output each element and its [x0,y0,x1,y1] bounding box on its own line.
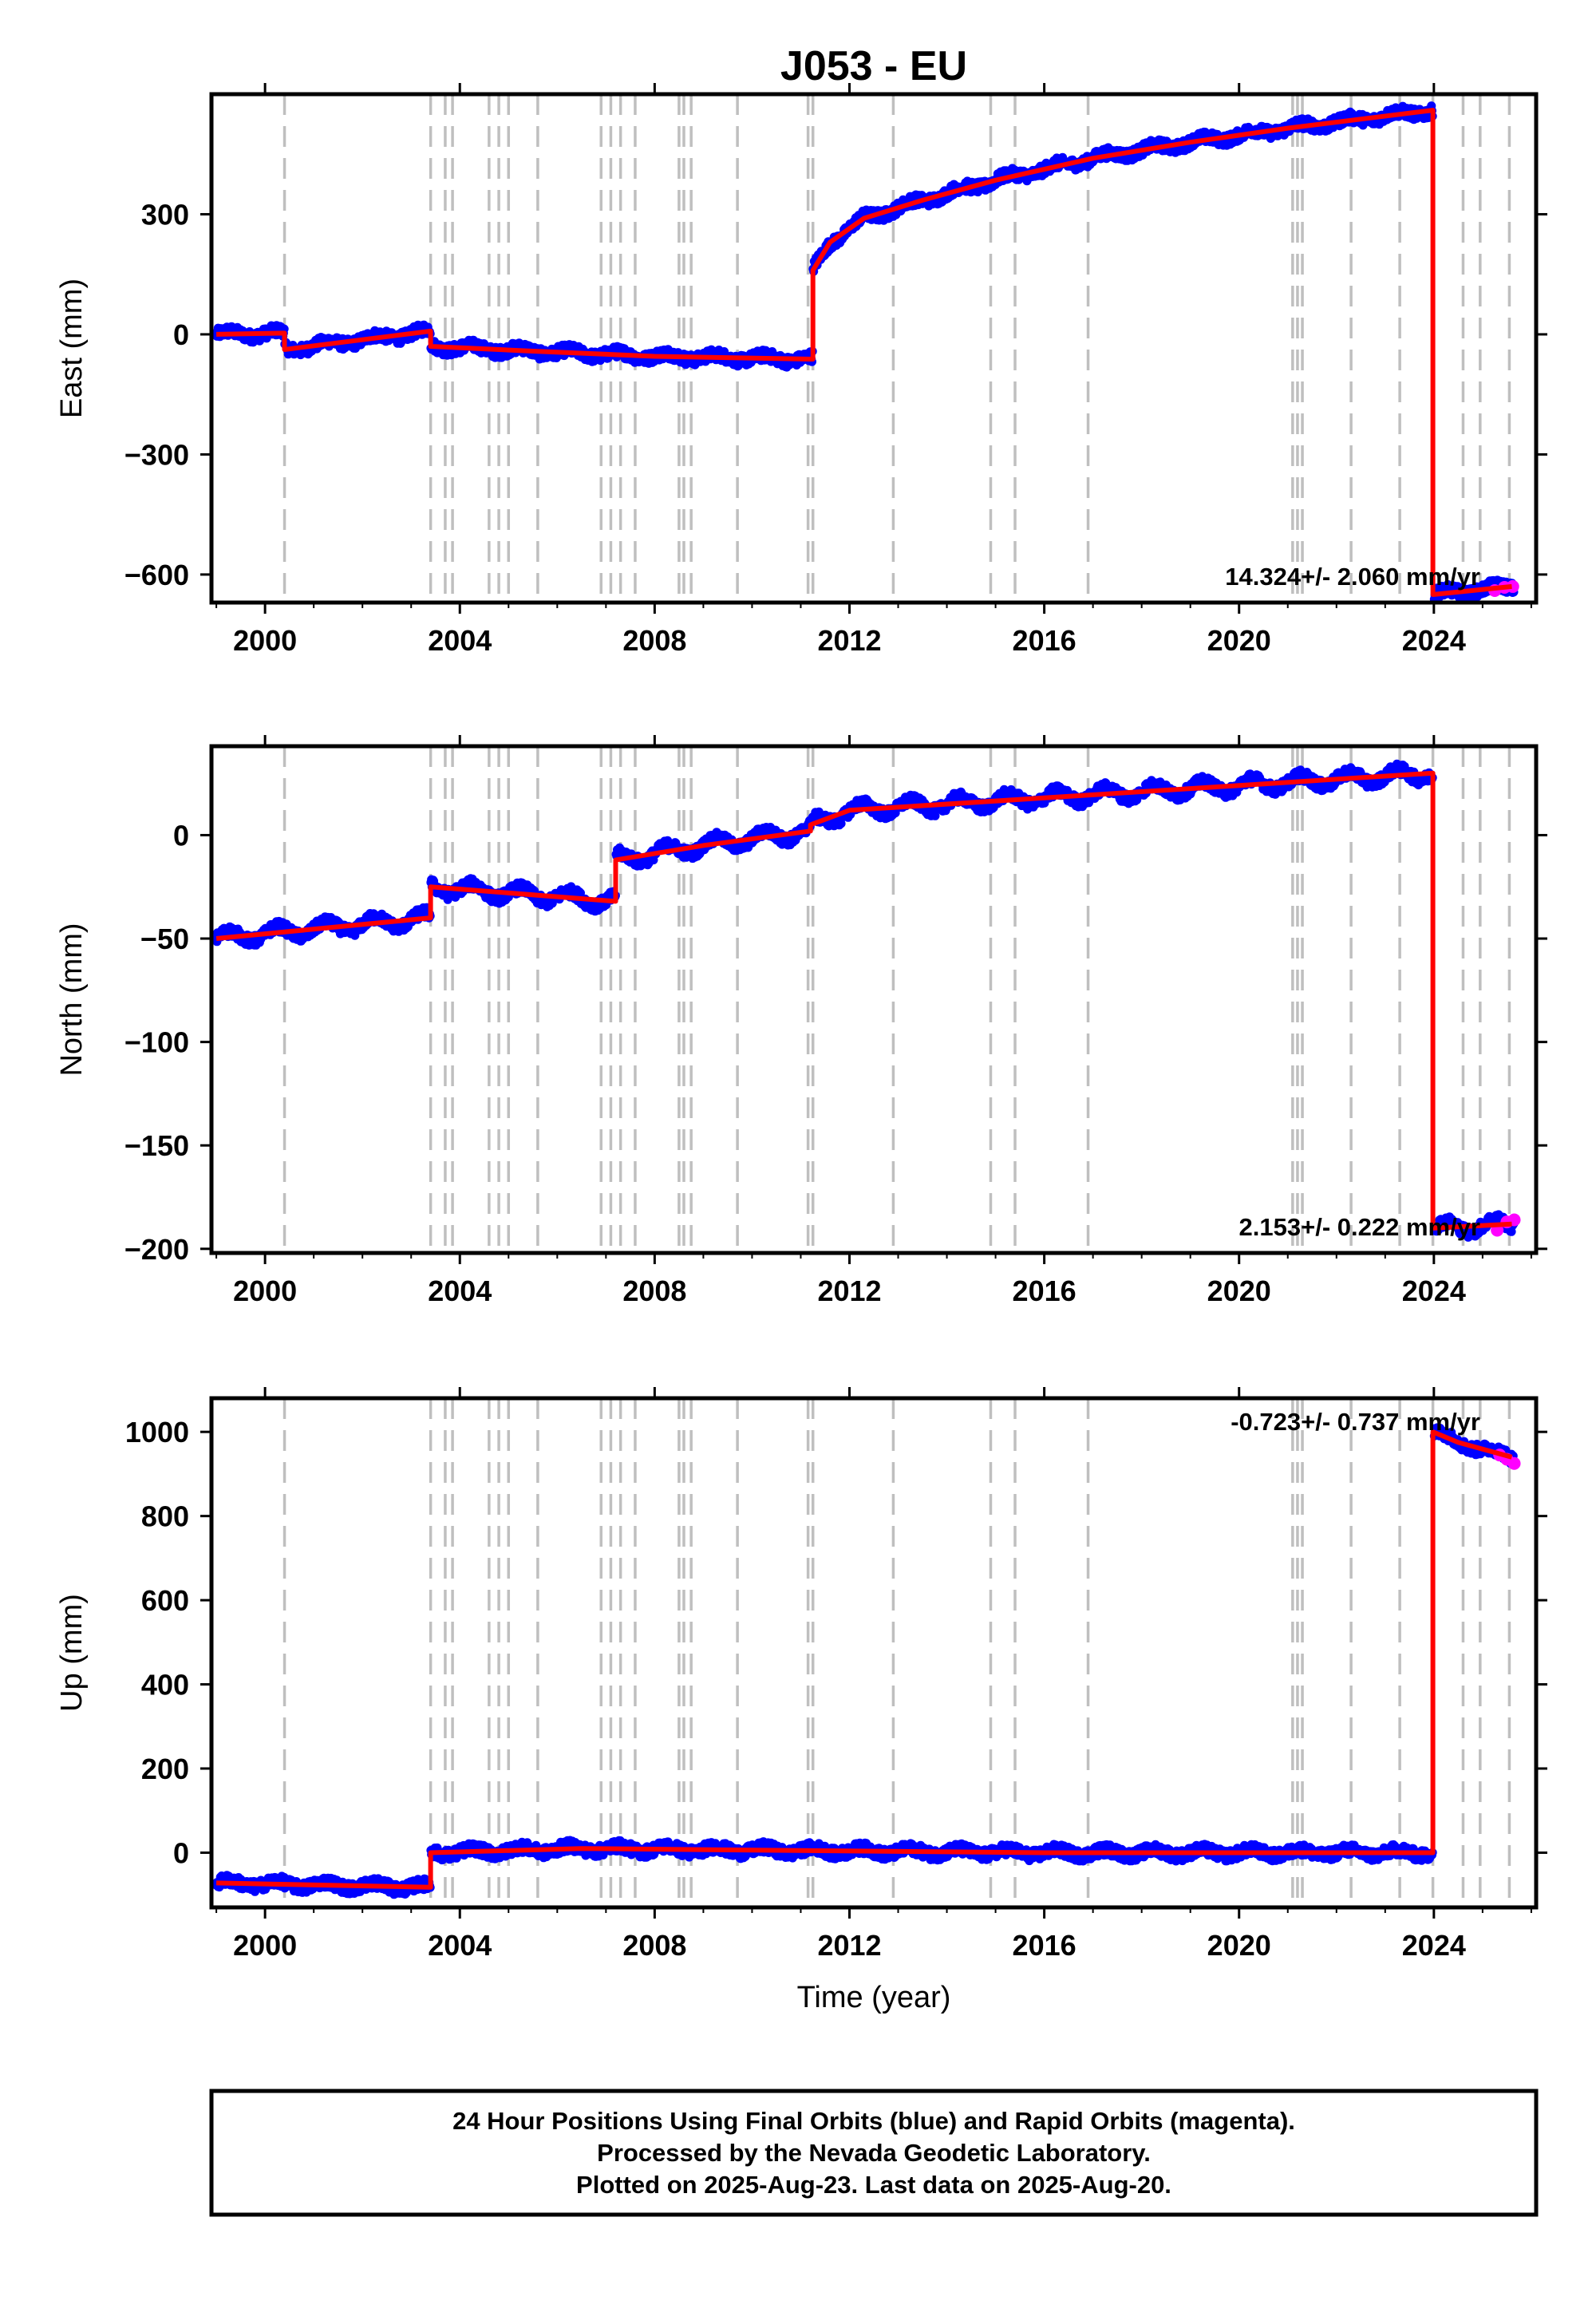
footer-line-3: Plotted on 2025-Aug-23. Last data on 202… [576,2171,1171,2199]
x-tick-label-east-6: 2024 [1402,624,1466,657]
x-tick-label-north-0: 2000 [233,1275,297,1307]
panel-east: 2000 2004 2008 2012 2016 2020 2024 −600 −300 0 300… [55,83,1547,657]
x-tick-label-north-2: 2008 [622,1275,686,1307]
x-tick-label-east-2: 2008 [622,624,686,657]
final-orbit-points-up [211,1423,1519,1899]
y-tick-label-up-2: 400 [141,1669,189,1701]
panels: 2000 2004 2008 2012 2016 2020 2024−600−3000300… [55,83,1547,2014]
footer-box: 24 Hour Positions Using Final Orbits (bl… [209,2089,1539,2217]
x-tick-label-east-1: 2004 [428,624,492,657]
x-tick-label-east-4: 2016 [1013,624,1077,657]
x-tick-label-up-1: 2004 [428,1929,492,1962]
figure-title: J053 - EU [780,43,967,89]
rate-label-east: 14.324+/- 2.060 mm/yr [1225,563,1480,591]
final-orbit-points-north [211,759,1519,1242]
y-tick-label-north-1: −150 [124,1129,189,1162]
frame-up [209,1396,1539,1910]
y-tick-label-north-0: −200 [124,1233,189,1266]
final-orbit-points-east [211,101,1519,603]
y-tick-label-north-2: −100 [124,1026,189,1059]
plot-area-north [211,746,1521,1253]
x-tick-label-up-2: 2008 [622,1929,686,1962]
y-tick-label-east-1: −300 [124,438,189,471]
y-tick-label-east-0: −600 [124,559,189,591]
y-tick-label-up-0: 0 [173,1836,189,1869]
y-tick-label-up-4: 800 [141,1500,189,1533]
rapid-orbit-point-east-2 [1506,579,1519,593]
model-line-east [216,108,1512,597]
x-tick-label-east-3: 2012 [817,624,881,657]
x-tick-label-up-5: 2020 [1207,1929,1271,1962]
x-tick-label-up-6: 2024 [1402,1929,1466,1962]
x-tick-label-north-1: 2004 [428,1275,492,1307]
plot-area-east [211,94,1519,603]
y-tick-label-up-3: 600 [141,1584,189,1617]
rate-label-up: -0.723+/- 0.737 mm/yr [1231,1408,1480,1436]
x-tick-label-east-5: 2020 [1207,624,1271,657]
x-tick-label-north-6: 2024 [1402,1275,1466,1307]
y-axis-label-north: North (mm) [55,923,89,1076]
y-tick-label-north-3: −50 [140,923,189,955]
frame-east [209,92,1539,605]
frame-north [209,744,1539,1255]
x-axis-label-up: Time (year) [797,1981,951,2014]
footer-line-1: 24 Hour Positions Using Final Orbits (bl… [452,2107,1295,2135]
panel-up: 2000 2004 2008 2012 2016 2020 2024 0 200 400 600 80… [55,1387,1547,2014]
panel-north: 2000 2004 2008 2012 2016 2020 2024 −200 −150 −100… [55,735,1547,1307]
x-tick-label-north-3: 2012 [817,1275,881,1307]
rate-label-north: 2.153+/- 0.222 mm/yr [1239,1213,1480,1241]
x-tick-label-up-3: 2012 [817,1929,881,1962]
x-tick-label-up-4: 2016 [1013,1929,1077,1962]
y-tick-label-north-4: 0 [173,819,189,852]
y-tick-label-east-3: 300 [141,198,189,231]
y-tick-label-up-5: 1000 [125,1416,189,1448]
y-axis-label-east: East (mm) [55,279,89,418]
y-axis-label-up: Up (mm) [55,1594,89,1712]
model-line-up [216,1429,1513,1890]
x-tick-label-east-0: 2000 [233,624,297,657]
footer-line-2: Processed by the Nevada Geodetic Laborat… [597,2139,1151,2167]
x-tick-label-up-0: 2000 [233,1929,297,1962]
rapid-orbit-point-up-2 [1507,1456,1521,1470]
y-tick-label-east-2: 0 [173,318,189,351]
model-line-north [215,770,1512,1231]
y-tick-label-up-1: 200 [141,1753,189,1785]
x-tick-label-north-4: 2016 [1013,1275,1077,1307]
x-tick-label-north-5: 2020 [1207,1275,1271,1307]
plot-area-up [211,1398,1521,1907]
